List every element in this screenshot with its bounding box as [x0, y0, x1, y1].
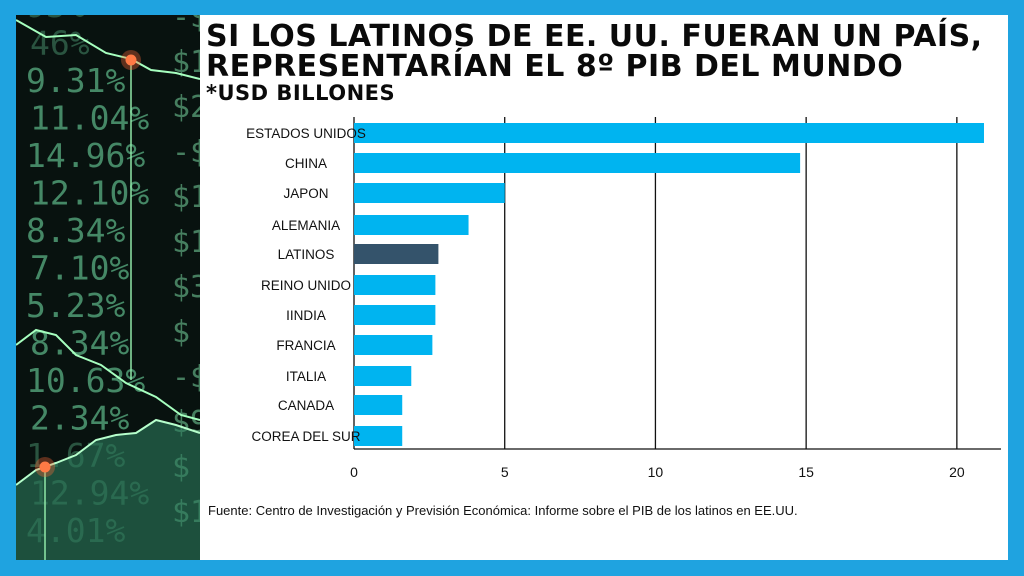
bg-point — [125, 54, 137, 66]
bg-dollar: $3 — [172, 270, 200, 305]
bg-number: 14.96% — [26, 136, 145, 175]
category-label-china: CHINA — [285, 156, 327, 171]
bar-corea-del-sur — [354, 426, 403, 446]
category-label-canada: CANADA — [278, 398, 334, 413]
bg-point — [39, 461, 51, 473]
bar-japon — [354, 183, 505, 203]
x-tick-label-0: 0 — [350, 464, 358, 480]
bar-italia — [354, 366, 412, 386]
bg-trend-line-upper — [16, 19, 200, 80]
bg-number: 2.34% — [30, 399, 129, 438]
chart-frame: 93%46%9.31%11.04%14.96%12.10%8.34%7.10%5… — [16, 15, 1008, 560]
bg-number: 93% — [26, 15, 86, 25]
chart-title-line1: SI LOS LATINOS DE EE. UU. FUERAN UN PAÍS… — [206, 19, 983, 54]
bg-dollar: $1 — [172, 180, 200, 215]
bg-number: 8.34% — [26, 211, 125, 250]
bar-estados-unidos — [354, 123, 984, 143]
bg-number: 7.10% — [30, 249, 129, 288]
bar-china — [354, 153, 801, 173]
bg-number: 46% — [30, 24, 90, 63]
category-label-estados-unidos: ESTADOS UNIDOS — [246, 126, 366, 141]
bg-dollar: -$ — [172, 360, 200, 395]
x-tick-label-15: 15 — [798, 464, 814, 480]
category-label-italia: ITALIA — [286, 369, 326, 384]
bg-dollar: $2 — [172, 90, 200, 125]
bar-reino-unido — [354, 275, 436, 295]
bg-number: 11.04% — [30, 99, 149, 138]
bg-trend-line-middle — [16, 328, 200, 421]
bg-number: 9.31% — [26, 61, 125, 100]
bar-canada — [354, 395, 403, 415]
bar-alemania — [354, 215, 469, 235]
bg-dollar: -$1 — [172, 15, 200, 35]
stock-ticker-graphic: 93%46%9.31%11.04%14.96%12.10%8.34%7.10%5… — [16, 15, 200, 560]
bg-dollar: $1 — [172, 225, 200, 260]
category-label-corea-del-sur: COREA DEL SUR — [251, 429, 360, 444]
chart-title-line2: REPRESENTARÍAN EL 8º PIB DEL MUNDO — [206, 49, 904, 84]
source-note: Fuente: Centro de Investigación y Previs… — [208, 503, 798, 518]
stock-ticker-background-image: 93%46%9.31%11.04%14.96%12.10%8.34%7.10%5… — [16, 15, 200, 560]
chart-subtitle: *USD BILLONES — [206, 81, 396, 105]
bg-area-lower — [16, 420, 200, 560]
category-label-latinos: LATINOS — [278, 247, 335, 262]
bg-number: 10.63% — [26, 361, 145, 400]
category-label-japon: JAPON — [283, 186, 328, 201]
bg-dollar: -$ — [172, 135, 200, 170]
category-label-iindia: IINDIA — [286, 308, 326, 323]
x-tick-label-10: 10 — [648, 464, 664, 480]
x-tick-label-5: 5 — [501, 464, 509, 480]
category-label-francia: FRANCIA — [276, 338, 335, 353]
bar-chart: ESTADOS UNIDOS CHINA JAPON ALEMANIA LATINOS R… — [246, 117, 1001, 480]
bar-iindia — [354, 305, 436, 325]
bg-number: 5.23% — [26, 286, 125, 325]
chart-content: SI LOS LATINOS DE EE. UU. FUERAN UN PAÍS… — [200, 15, 1008, 560]
bar-latinos — [354, 244, 439, 264]
bar-francia — [354, 335, 433, 355]
x-tick-label-20: 20 — [949, 464, 965, 480]
category-label-reino-unido: REINO UNIDO — [261, 278, 351, 293]
bg-dollar: $ — [172, 315, 190, 350]
category-label-alemania: ALEMANIA — [272, 218, 340, 233]
bg-number: 12.10% — [30, 174, 149, 213]
